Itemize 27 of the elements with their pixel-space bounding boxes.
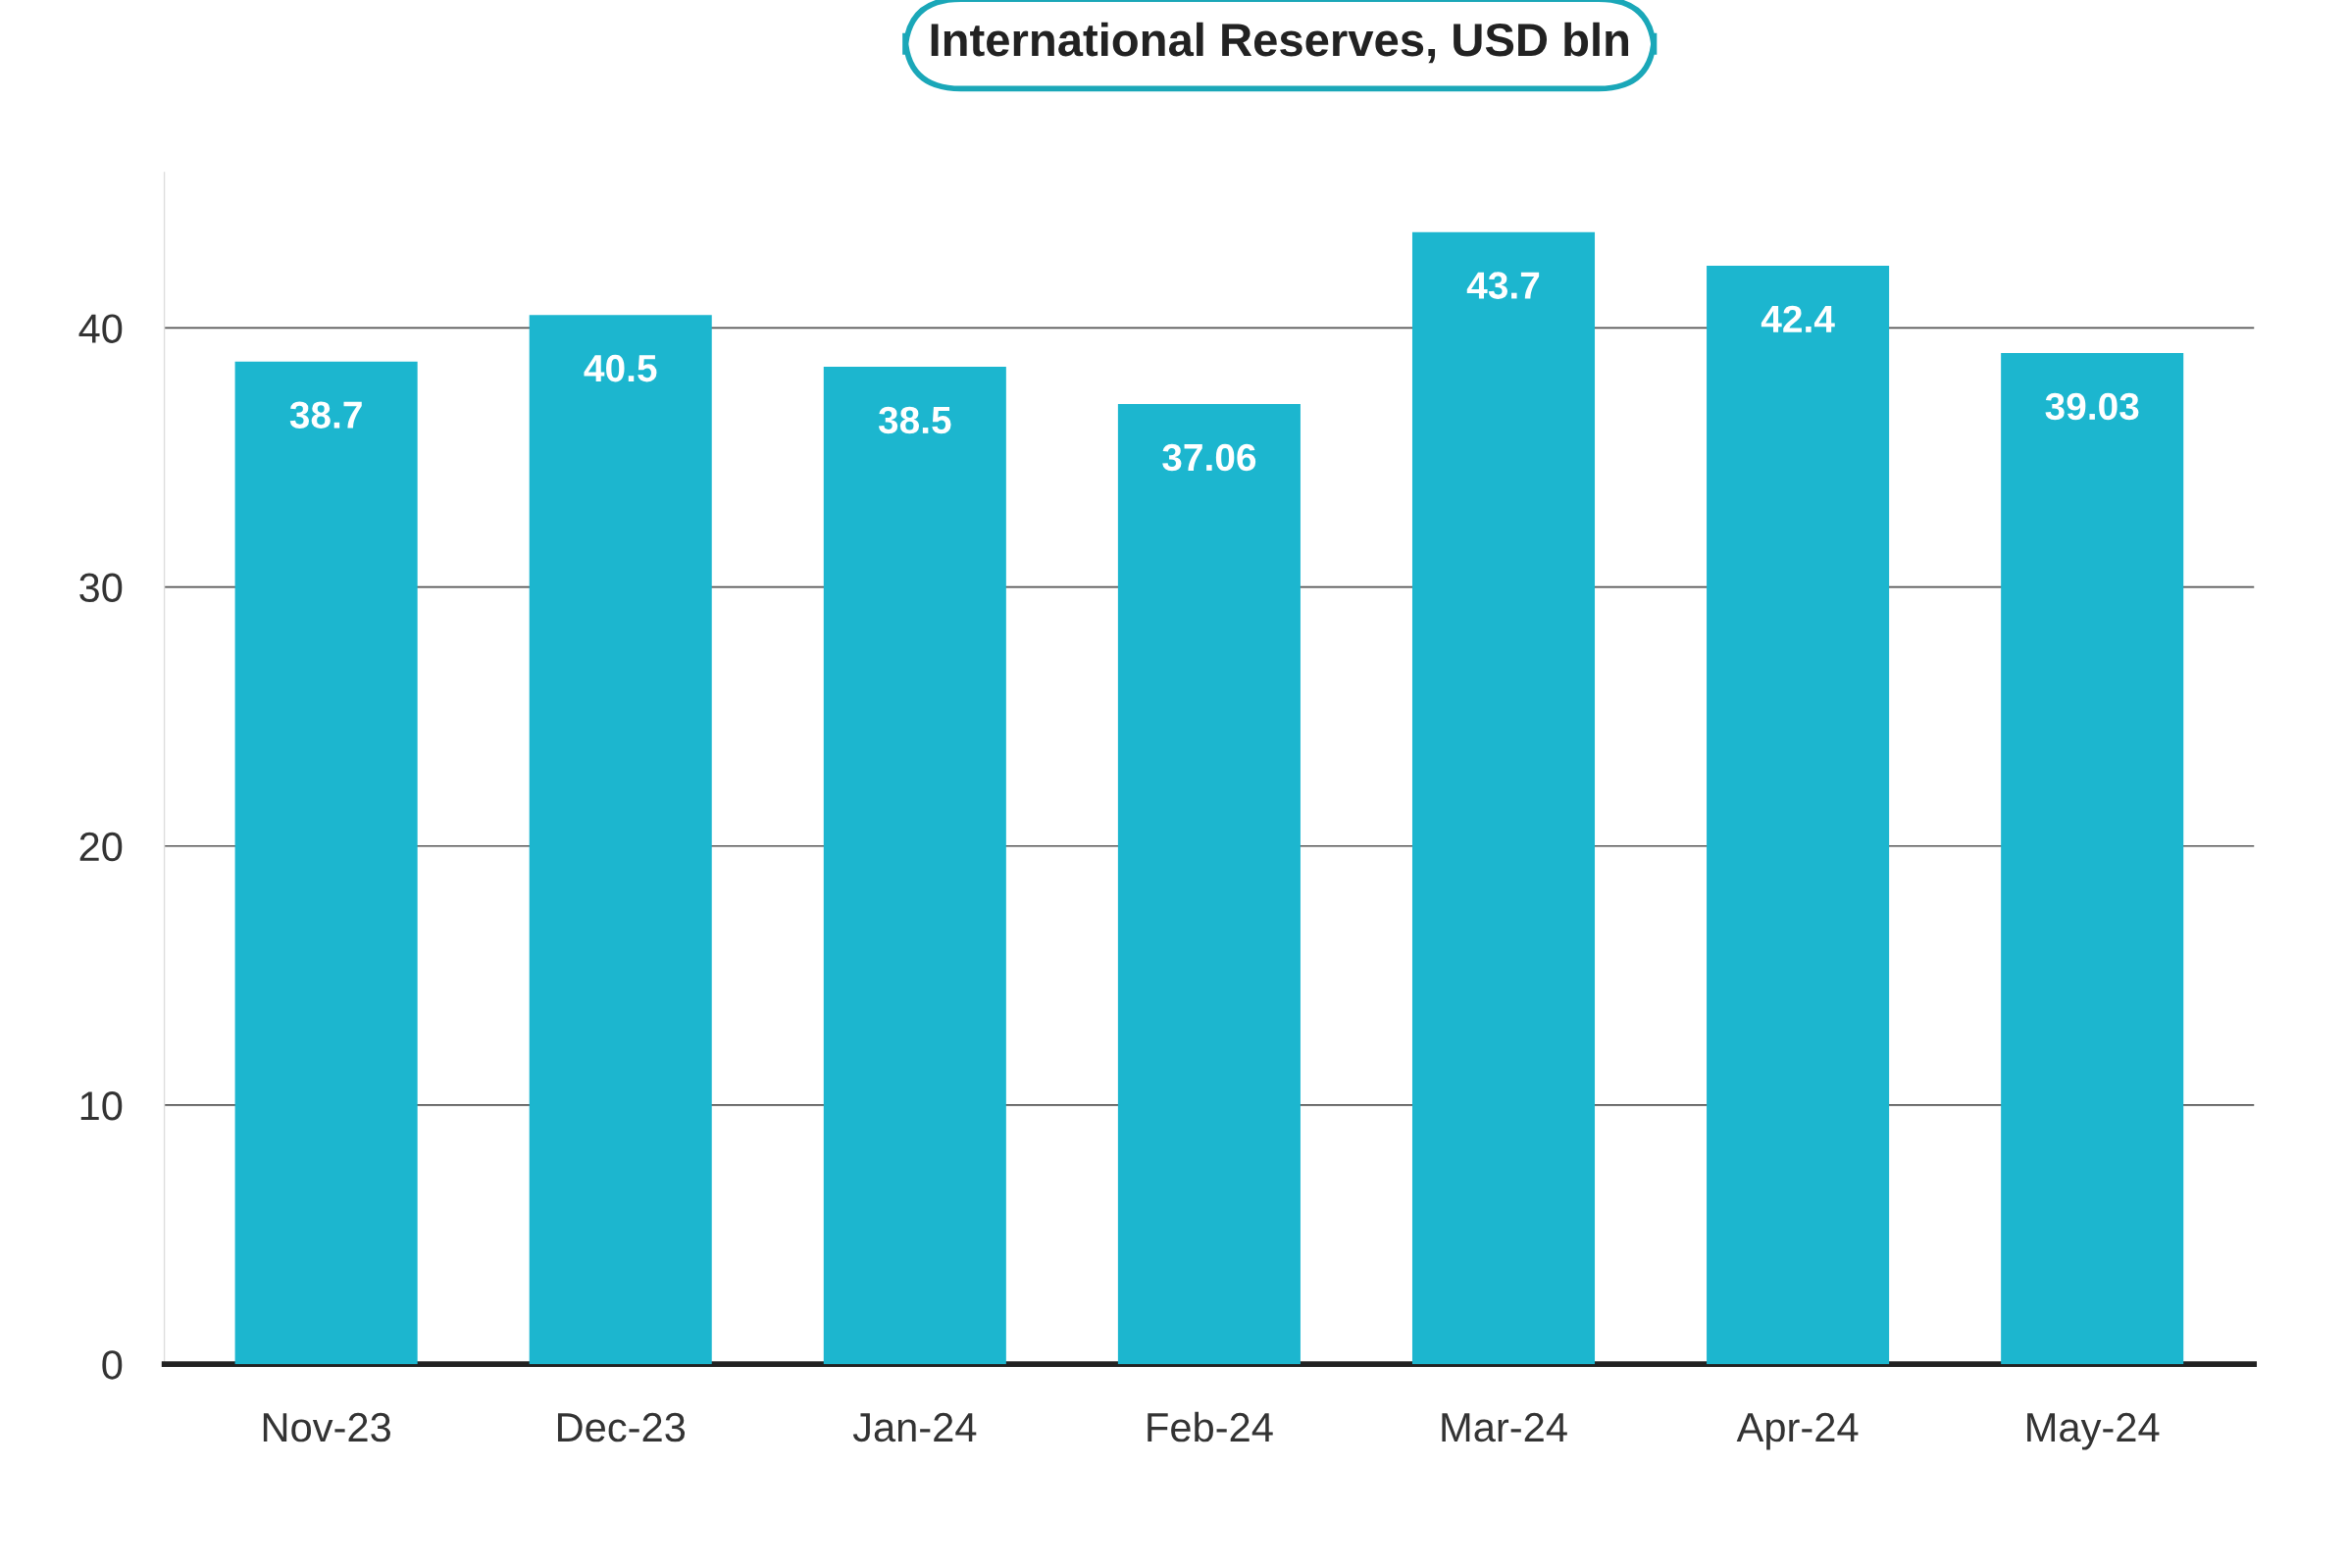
bar	[823, 367, 1006, 1365]
data-label: 38.5	[878, 406, 951, 434]
data-label: 40.5	[584, 354, 657, 382]
bar	[1117, 404, 1301, 1365]
bar	[1707, 266, 1890, 1365]
bar	[234, 361, 418, 1365]
x-tick-label: Feb-24	[1148, 1411, 1273, 1442]
data-label: 37.06	[1162, 443, 1256, 472]
x-tick-label: Mar-24	[1442, 1412, 1567, 1442]
data-label: 39.03	[2045, 392, 2139, 421]
x-tick-label: Nov-23	[263, 1412, 390, 1442]
y-tick-label: 30	[79, 573, 123, 603]
x-tick-label: Dec-23	[557, 1412, 686, 1442]
data-label: 42.4	[1761, 305, 1835, 332]
x-tick-label: May-24	[2027, 1412, 2160, 1450]
y-tick-label: 10	[80, 1090, 123, 1121]
bar	[2001, 353, 2184, 1365]
y-tick-label: 20	[79, 832, 123, 862]
data-label: 43.7	[1466, 272, 1540, 299]
y-tick-label: 40	[78, 314, 123, 343]
bar	[1411, 231, 1596, 1365]
x-tick-label: Apr-24	[1736, 1412, 1859, 1450]
chart-title: International Reserves, USD bln	[931, 22, 1629, 64]
x-tick-label: Jan-24	[852, 1412, 977, 1442]
data-label: 38.7	[289, 401, 362, 429]
bar	[529, 315, 712, 1365]
y-tick-label: 0	[102, 1350, 123, 1380]
